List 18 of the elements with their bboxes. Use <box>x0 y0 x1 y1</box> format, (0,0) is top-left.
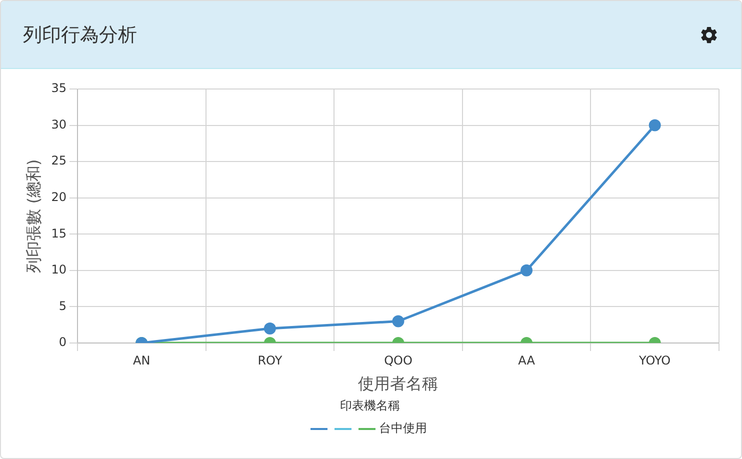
y-tick-label: 25 <box>51 154 66 168</box>
y-axis-title: 列印張數 (總和) <box>24 159 43 273</box>
x-tick-label: AA <box>518 353 536 368</box>
y-tick-label: 35 <box>51 81 66 96</box>
y-tick-label: 30 <box>51 117 66 132</box>
legend-title: 印表機名稱 <box>340 398 400 413</box>
x-tick-label: QOO <box>384 353 412 368</box>
x-tick-label: YOYO <box>638 353 671 368</box>
y-tick-label: 20 <box>51 190 66 204</box>
x-tick-label: ROY <box>258 353 283 368</box>
y-tick-label: 0 <box>58 335 66 350</box>
chart-title: 列印行為分析 <box>23 22 137 48</box>
x-tick-label: AN <box>133 353 150 368</box>
x-axis-title: 使用者名稱 <box>358 374 438 394</box>
y-tick-label: 15 <box>51 226 66 240</box>
legend-label: 台中使用 <box>379 421 427 436</box>
y-tick-label: 10 <box>51 262 66 277</box>
y-tick-label: 5 <box>58 298 66 313</box>
